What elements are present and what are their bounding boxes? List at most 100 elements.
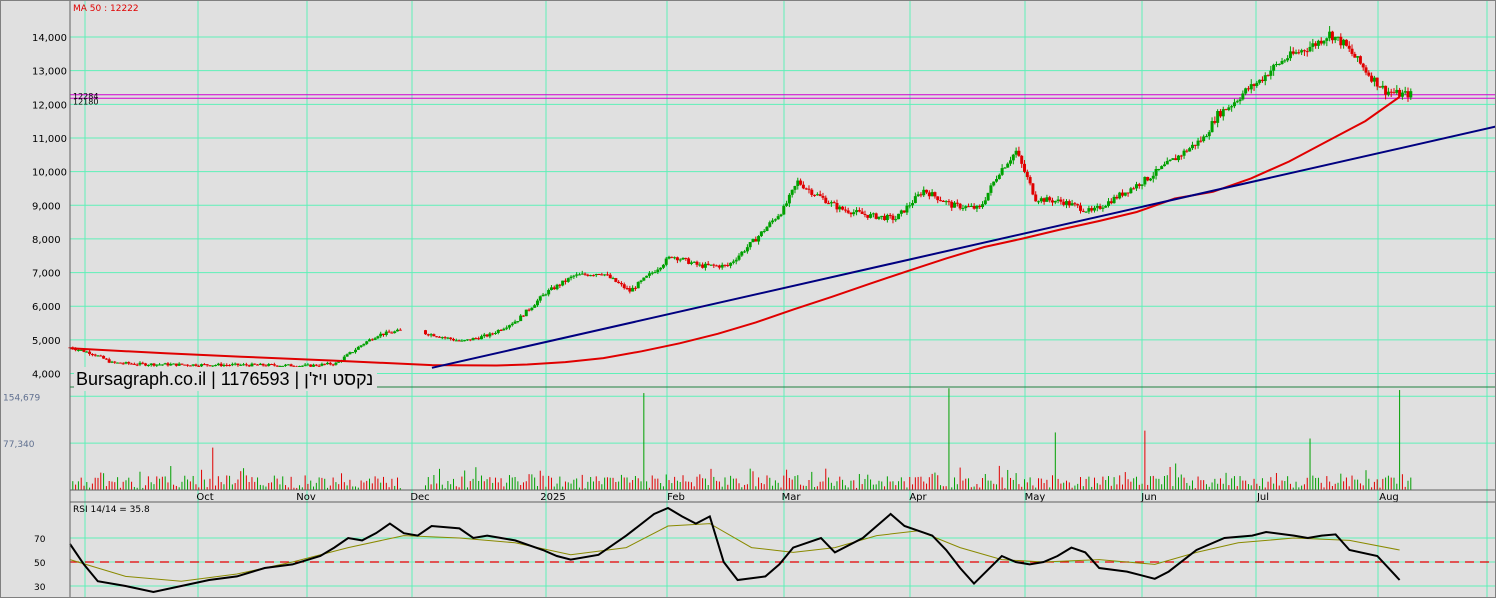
candle-body [493, 332, 497, 334]
candle-body [684, 257, 688, 259]
candle-body [312, 364, 316, 367]
candle-body [832, 202, 836, 204]
candle-body [272, 364, 276, 366]
candle-body [617, 281, 621, 284]
candle-body [633, 287, 637, 289]
candle-body [947, 201, 951, 203]
candle-body [827, 203, 831, 205]
candle-body [992, 181, 996, 186]
candle-body [549, 287, 553, 290]
price-tick-label: 5,000 [32, 336, 61, 347]
candle-body [250, 363, 254, 367]
candle-body [479, 336, 483, 340]
candle-body [228, 365, 232, 367]
candle-body [1302, 50, 1306, 52]
candle-body [331, 364, 335, 366]
candle-body [177, 363, 181, 366]
candle-body [216, 363, 220, 366]
candle-body [894, 219, 898, 221]
candle-body [731, 261, 735, 263]
candle-body [841, 206, 845, 210]
candle-body [703, 263, 707, 268]
rsi-label: RSI 14/14 = 35.8 [73, 505, 150, 515]
candle-body [1157, 168, 1161, 170]
candle-body [790, 189, 794, 195]
candle-body [281, 365, 285, 367]
month-tick-label: Mar [782, 492, 802, 503]
candle-body [628, 288, 632, 292]
candle-body [709, 264, 713, 266]
candle-body [958, 203, 962, 209]
candle-body [1328, 31, 1332, 39]
candle-body [93, 354, 97, 356]
candle-body [457, 340, 461, 342]
price-tick-label: 12,000 [32, 100, 67, 111]
candle-body [149, 363, 153, 366]
candle-body [513, 321, 517, 324]
candle-body [1322, 40, 1326, 44]
candle-body [214, 365, 218, 367]
candle-body [485, 334, 489, 337]
candle-body [233, 363, 237, 365]
candle-body [1123, 192, 1127, 196]
candle-body [855, 210, 859, 213]
candle-body [1238, 99, 1242, 102]
candle-body [155, 364, 159, 366]
candle-body [1009, 160, 1013, 164]
candle-body [717, 265, 721, 268]
candle-body [1266, 75, 1270, 77]
candle-body [1051, 200, 1055, 203]
candle-body [818, 194, 822, 196]
candle-body [936, 196, 940, 201]
candle-body [314, 364, 318, 366]
candle-body [382, 333, 386, 335]
candle-body [743, 251, 747, 253]
candle-body [292, 366, 296, 368]
candle-body [1098, 206, 1102, 209]
price-tick-label: 4,000 [32, 370, 61, 381]
candle-body [90, 353, 94, 355]
candle-body [675, 257, 679, 261]
candle-body [113, 361, 117, 363]
volume-tick-label: 154,679 [3, 393, 40, 403]
candle-body [460, 340, 464, 342]
candle-body [639, 280, 643, 282]
candle-body [927, 192, 931, 197]
candle-body [1188, 148, 1192, 152]
candle-body [591, 275, 595, 277]
candle-body [1372, 77, 1376, 82]
candle-body [1381, 85, 1385, 88]
candle-body [1274, 64, 1278, 66]
candle-body [323, 363, 327, 365]
candle-body [174, 363, 178, 366]
candle-body [1109, 201, 1113, 204]
candle-body [166, 363, 170, 366]
candle-body [194, 364, 198, 366]
candle-body [538, 296, 542, 301]
candle-body [477, 338, 481, 340]
candle-body [586, 274, 590, 276]
candle-body [172, 363, 176, 365]
candle-body [541, 294, 545, 297]
rsi-panel [69, 506, 1496, 594]
rsi-line [69, 506, 1401, 594]
candle-body [1272, 64, 1276, 71]
candle-body [838, 206, 842, 210]
candle-body [337, 361, 341, 363]
candle-body [1031, 183, 1035, 195]
candle-body [908, 205, 912, 207]
candle-body [580, 273, 584, 275]
candle-body [1104, 205, 1108, 208]
candle-body [258, 363, 262, 366]
candle-body [1048, 197, 1052, 201]
candle-body [698, 264, 702, 266]
candle-body [544, 294, 548, 296]
candle-body [468, 339, 472, 341]
candle-body [197, 365, 201, 367]
rsi-tick-label: 50 [34, 559, 46, 569]
candle-body [1370, 75, 1374, 82]
candle-body [180, 363, 184, 365]
candle-body [1003, 167, 1007, 169]
